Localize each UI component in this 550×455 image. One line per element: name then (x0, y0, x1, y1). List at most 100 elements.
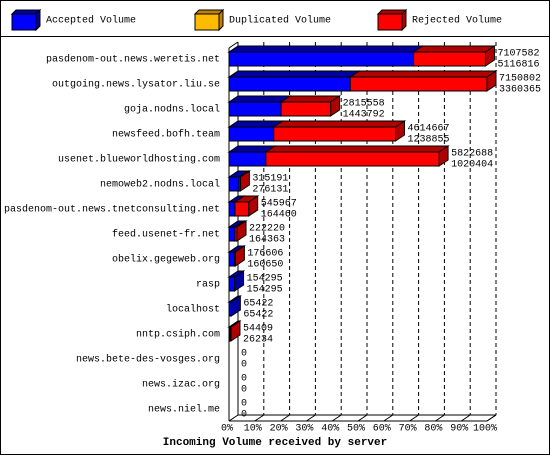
x-tick-label: 10% (244, 424, 262, 435)
bar-segment (227, 45, 425, 67)
accepted-label: 26234 (243, 335, 273, 346)
legend-swatch-side (218, 8, 224, 32)
accepted-label: 276131 (252, 185, 288, 196)
accepted-label: 1443792 (343, 110, 385, 121)
accepted-label: 154295 (247, 285, 283, 296)
x-tick-label: 20% (270, 424, 288, 435)
y-tick-label: news.niel.me (148, 404, 220, 416)
x-tick (383, 414, 394, 422)
total-label: 0 (241, 399, 247, 410)
bar-face (349, 76, 488, 92)
total-label: 65422 (243, 299, 273, 310)
bar-face (411, 45, 497, 53)
total-label: 4614667 (407, 124, 449, 135)
accepted-label: 0 (241, 360, 247, 371)
bar-segment (233, 195, 260, 217)
accepted-label: 3360365 (499, 85, 541, 96)
x-tick (280, 414, 290, 422)
y-tick-label: newsfeed.bofh.team (112, 129, 220, 141)
legend-swatch-top (10, 9, 42, 15)
x-tick-label: 50% (347, 424, 365, 435)
legend-swatch-top (376, 9, 408, 15)
bar-segment (227, 295, 243, 317)
x-axis-title: Incoming Volume received by server (163, 437, 387, 449)
accepted-label: 0 (241, 385, 247, 396)
y-tick-label: usenet.blueworldhosting.com (58, 154, 220, 166)
legend-label: Rejected Volume (412, 15, 502, 27)
bar-face (273, 126, 396, 142)
bar-face (228, 251, 236, 267)
y-tick-label: news.izac.org (142, 379, 220, 391)
bar-segment (264, 145, 450, 167)
bar-face (238, 176, 241, 192)
x-tick-label: 40% (321, 424, 339, 435)
total-label: 545967 (261, 199, 297, 210)
bar-face (228, 201, 236, 217)
legend-label: Duplicated Volume (229, 15, 331, 27)
total-label: 54409 (243, 324, 273, 335)
bar-face (234, 226, 238, 242)
legend-swatch-top (193, 9, 225, 15)
y-axis-top (228, 41, 239, 49)
accepted-label: 164363 (249, 235, 285, 246)
legend-swatch (11, 13, 37, 31)
x-tick-label: 60% (373, 424, 391, 435)
bar-segment (272, 120, 407, 142)
total-label: 2815558 (343, 99, 385, 110)
bar-face (280, 101, 332, 117)
bar-face (227, 45, 425, 53)
bar-segment (237, 170, 252, 192)
accepted-label: 160650 (247, 260, 283, 271)
bar-segment (279, 95, 342, 117)
bar-segment (411, 45, 497, 67)
bar-segment (228, 320, 242, 342)
x-tick-label: 90% (450, 424, 468, 435)
bar-face (228, 126, 275, 142)
accepted-label: 5116816 (497, 60, 539, 71)
bar-face (227, 95, 292, 103)
bar-face (229, 326, 232, 342)
x-tick (460, 414, 471, 422)
x-tick (486, 414, 497, 422)
bar-face (234, 201, 250, 217)
x-tick-label: 0% (221, 424, 233, 435)
total-label: 222220 (249, 224, 285, 235)
y-tick-label: news.bete-des-vosges.org (76, 354, 220, 366)
accepted-label: 1020404 (451, 160, 493, 171)
bar-face (234, 251, 236, 267)
bar-face (272, 120, 407, 128)
bar-face (228, 176, 240, 192)
legend-swatch-side (401, 8, 407, 32)
bar-face (279, 95, 342, 103)
y-tick-label: localhost (166, 304, 220, 316)
y-tick-label: feed.usenet-fr.net (112, 229, 220, 241)
y-tick-label: goja.nodns.local (124, 104, 220, 116)
legend-label: Accepted Volume (46, 15, 136, 27)
x-tick (228, 414, 239, 422)
bar-face (228, 301, 232, 317)
total-label: 5822688 (451, 149, 493, 160)
bar-face (228, 101, 282, 117)
y-tick-label: outgoing.news.lysator.liu.se (52, 79, 220, 91)
accepted-label: 0 (241, 410, 247, 421)
bar-face (348, 70, 498, 78)
x-tick-label: 80% (424, 424, 442, 435)
x-tick (435, 414, 445, 422)
bar-segment (233, 245, 247, 267)
total-label: 154295 (247, 274, 283, 285)
y-tick-label: pasdenom-out.news.weretis.net (46, 54, 220, 66)
total-label: 7150802 (499, 74, 541, 85)
x-tick (409, 414, 419, 422)
bar-segment (227, 70, 361, 92)
bar-face (413, 51, 486, 67)
x-tick (254, 414, 265, 422)
accepted-label: 164460 (261, 210, 297, 221)
x-tick-label: 70% (399, 424, 417, 435)
total-label: 7107582 (497, 49, 539, 60)
total-label: 0 (241, 349, 247, 360)
bar-face (264, 145, 450, 153)
y-tick-label: pasdenom-out.news.tnetconsulting.net (4, 204, 220, 216)
bar-segment (348, 70, 498, 92)
